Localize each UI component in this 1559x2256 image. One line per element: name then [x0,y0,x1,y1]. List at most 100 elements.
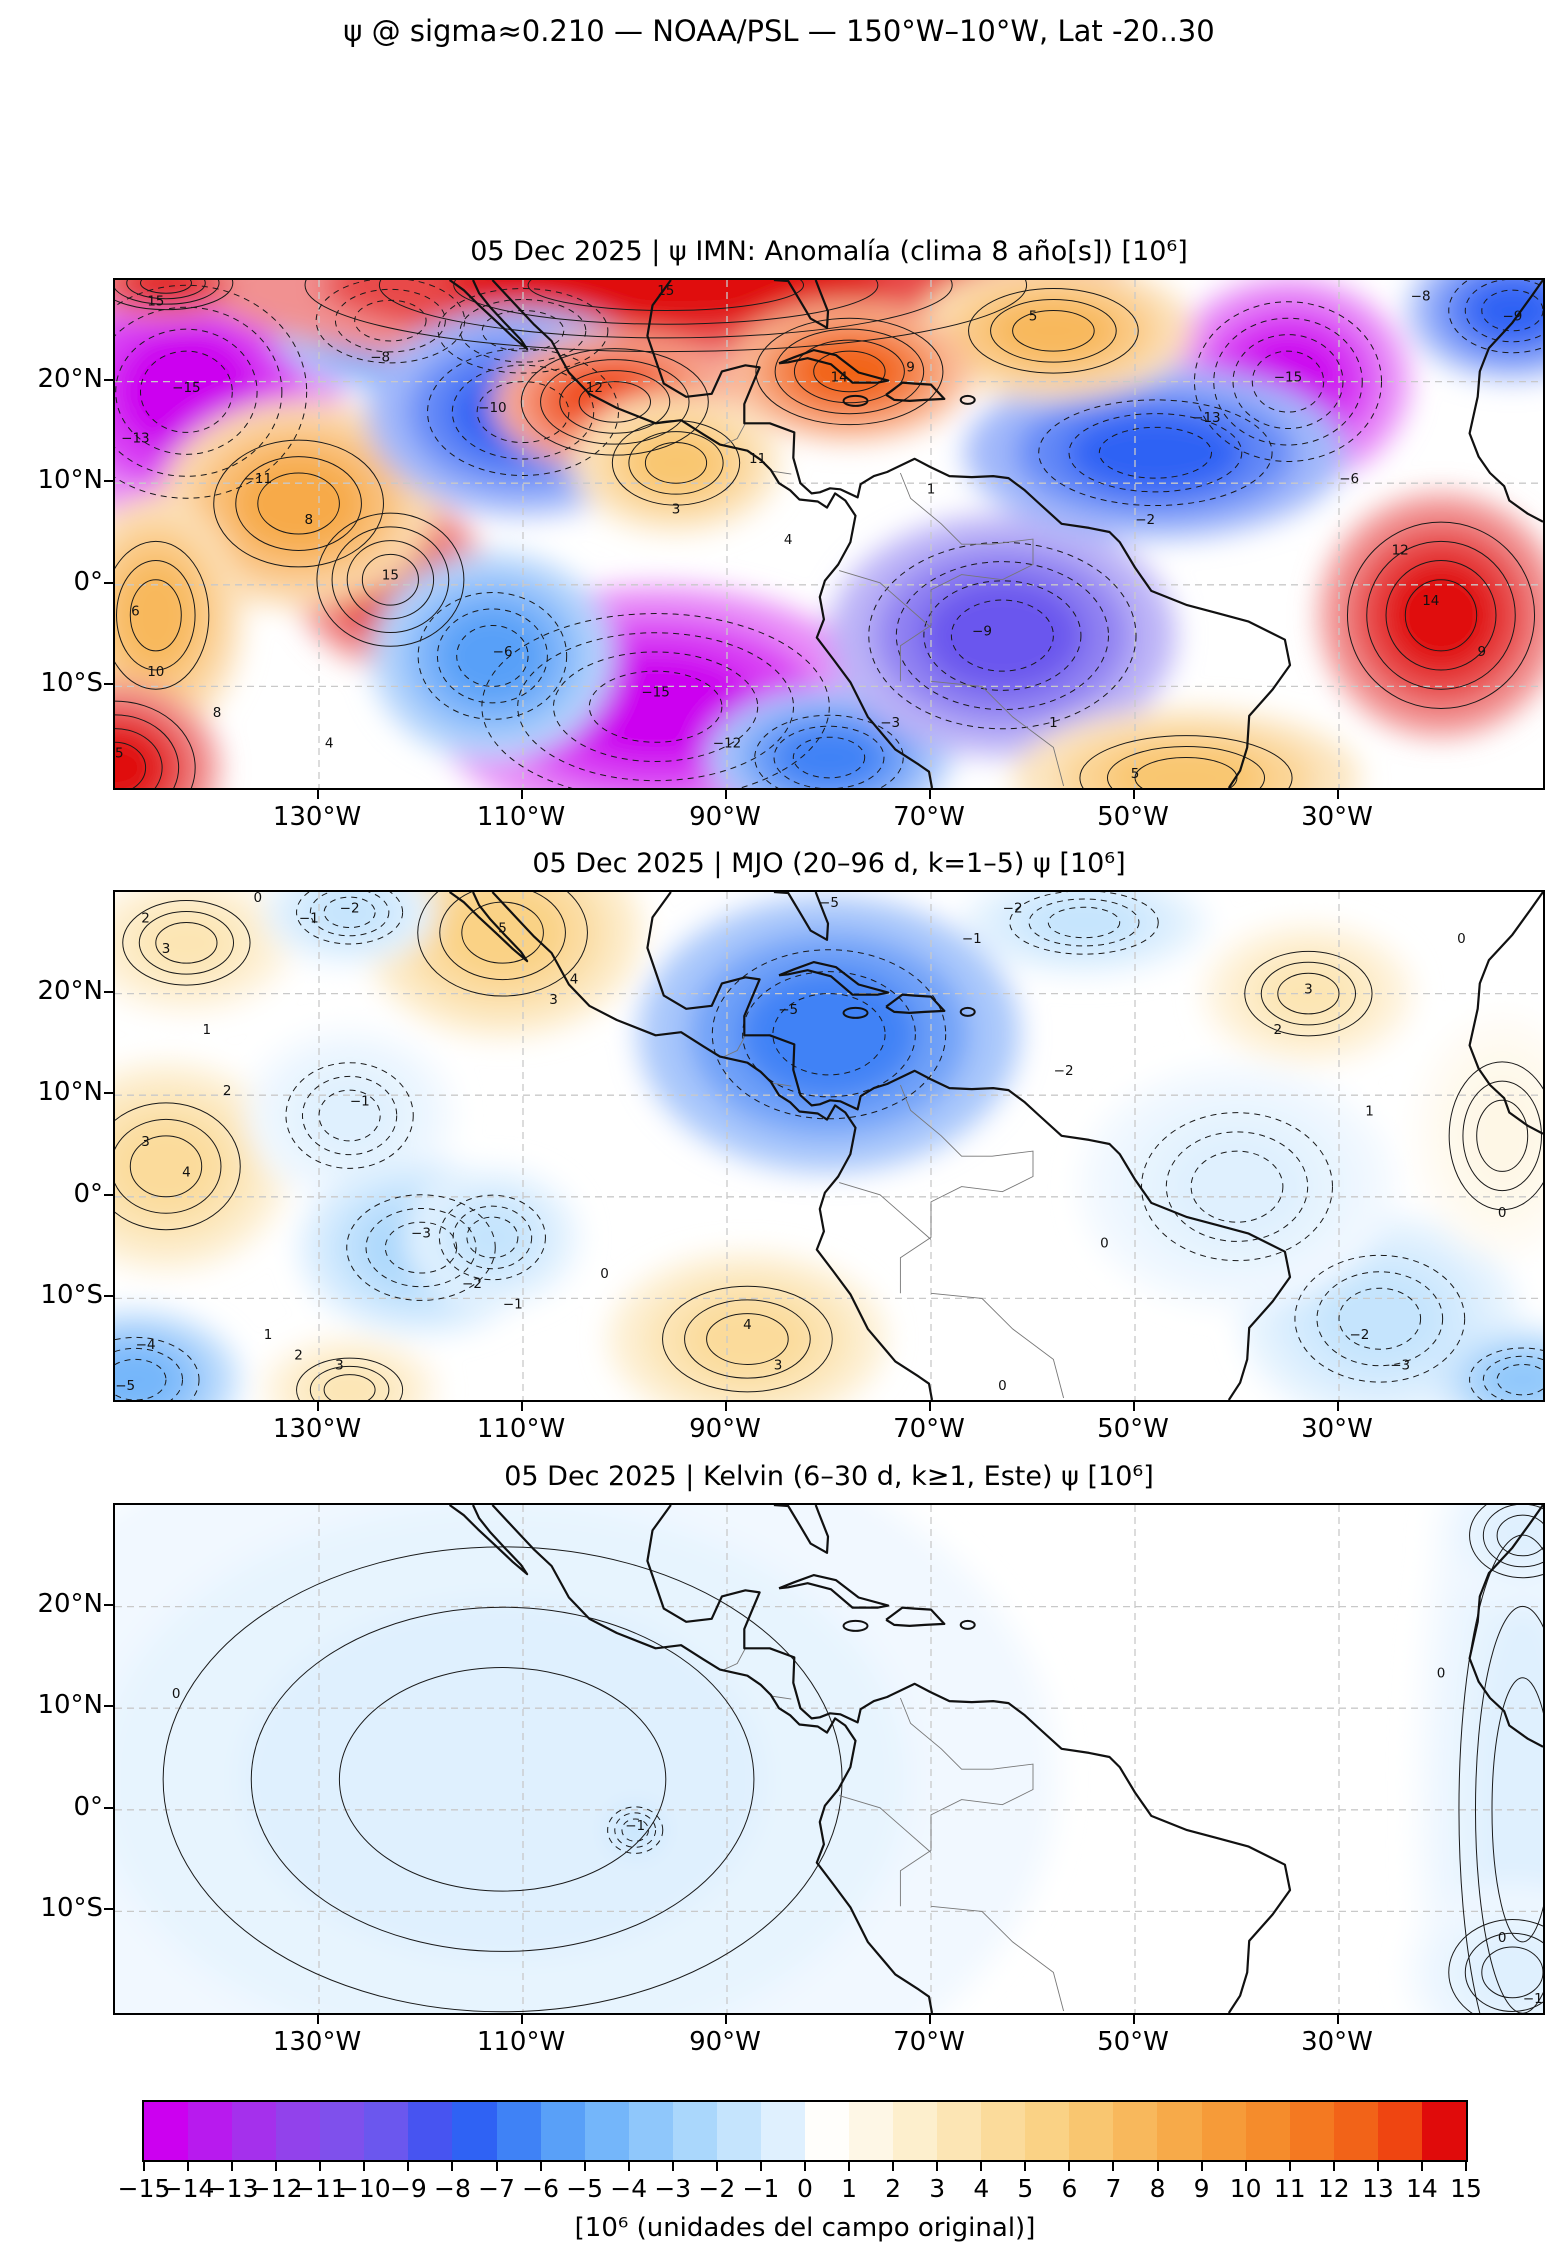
colorbar-tick-mark [804,2162,806,2171]
contour-ring [304,280,1027,353]
contour-ring [115,284,308,499]
colorbar-tick-label: −15 [117,2174,171,2203]
contour-label: 1 [203,1022,212,1038]
anomaly-blob [241,1600,764,1959]
colorbar-tick-label: −7 [478,2174,515,2203]
colorbar-tick-mark [1112,2162,1115,2171]
colorbar-segment [716,2102,761,2160]
contour-ring [378,280,953,339]
contour-ring [1141,1112,1333,1262]
contour-label: −2 [462,1276,482,1292]
colorbar-segment [1289,2102,1334,2160]
contour-ring [540,359,690,445]
contour-ring [115,280,220,305]
contour-label: −6 [1339,471,1359,487]
colorbar-segment [849,2102,894,2160]
country-border [930,1292,1065,1399]
puerto-rico-coast [959,394,976,405]
contour-ring [427,348,619,476]
x-tick-label: 70°W [893,802,965,832]
contour-ring [384,1221,458,1274]
contour-ring [436,608,548,704]
anomaly-blob [1026,898,1142,947]
contour-ring [1232,334,1344,430]
contour-label: −9 [1502,309,1522,325]
anomaly-blob [771,725,887,788]
anomaly-blob [125,280,207,300]
colorbar-tick-label: −11 [293,2174,347,2203]
contour-ring [793,339,905,404]
x-tick-mark [929,2015,931,2024]
jamaica-coast [842,1006,869,1019]
contour-ring [115,1118,222,1214]
x-tick-label: 110°W [476,802,566,832]
contour-label: 0 [600,1266,609,1282]
coastline-path [1468,892,1543,1135]
contour-ring [792,736,866,779]
contour-ring [1385,560,1497,671]
contour-ring [1038,399,1273,507]
colorbar-tick-label: −3 [654,2174,692,2203]
y-tick-mark [104,378,113,381]
x-tick-mark [1133,790,1135,799]
y-tick-mark [104,480,113,483]
contour-label: −3 [880,715,900,731]
colorbar-tick-mark [407,2162,410,2171]
contour-ring [155,921,218,964]
contour-ring [1491,1677,1543,1943]
contour-ring [257,472,340,535]
anomaly-blob [1463,1931,1543,2013]
colorbar-segment [1421,2102,1466,2160]
contour-label: −4 [136,1337,156,1353]
colorbar-label: [10⁶ (unidades del campo original)] [574,2213,1036,2243]
y-tick-mark [104,1295,113,1298]
contour-ring [1277,972,1340,1015]
contour-label: 1 [1365,1104,1374,1120]
contour-ring [417,892,588,997]
contour-ring [318,1089,381,1142]
colorbar-tick-mark [1376,2162,1379,2171]
contour-ring [138,911,235,975]
contour-label: 1 [927,481,936,497]
anomaly-blob [1461,1078,1543,1193]
colorbar-tick-mark [539,2162,542,2171]
contour-ring [662,1285,833,1393]
colorbar-segment [1333,2102,1378,2160]
x-tick-mark [521,790,523,799]
contour-ring [140,280,192,294]
contour-rings [115,280,1543,788]
colorbar-tick-mark [1024,2162,1027,2171]
contour-label: −5 [115,1378,135,1394]
country-border [723,423,746,446]
coastline-path [885,1606,946,1627]
contour-label: 1 [1049,715,1058,731]
colorbar-tick-label: 15 [1450,2174,1482,2203]
contour-ring [316,512,465,647]
contour-ring [621,1818,649,1842]
colorbar-segment [804,2102,849,2160]
contour-labels: 0 −1 0 0 −1 [172,1666,1543,2007]
contour-ring [1193,301,1383,462]
country-border [899,1084,1034,1294]
contour-label: −2 [340,900,360,916]
contour-label: 14 [831,370,848,386]
contour-ring [706,1313,789,1365]
contour-ring [1474,1605,1543,2013]
y-tick-label: 20°N [37,1588,103,1619]
y-tick-mark [104,1908,113,1911]
map-panel-kelvin: 0 −1 0 0 −1 [113,1503,1545,2015]
y-tick-mark [104,1705,113,1708]
y-tick-label: 10°N [37,1077,103,1108]
contour-ring [1260,961,1357,1026]
x-tick-label: 70°W [893,1414,965,1444]
colorbar-tick-mark [275,2162,278,2171]
contour-label: −3 [1390,1358,1410,1374]
contour-ring [1346,521,1536,709]
contour-label: 12 [586,380,603,396]
contour-label: 15 [115,746,124,762]
jamaica-coast [842,1619,869,1632]
contour-ring [1481,1946,1543,1999]
contour-ring [950,599,1054,672]
colorbar-tick-label: −14 [161,2174,215,2203]
